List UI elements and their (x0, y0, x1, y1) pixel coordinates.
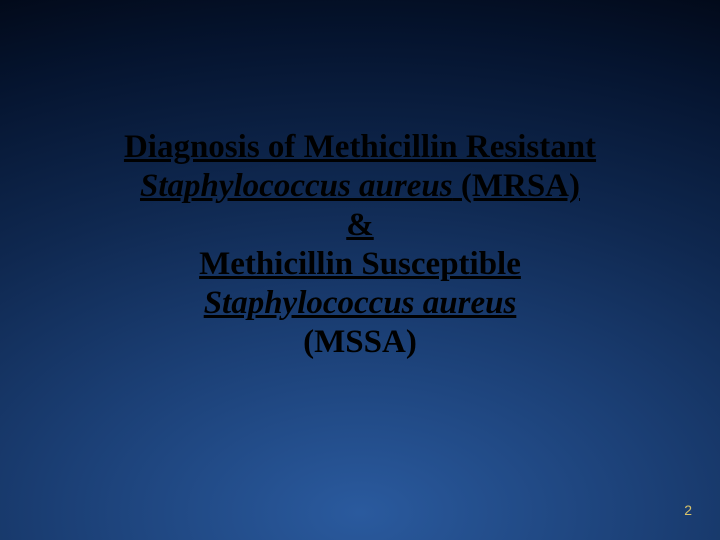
title-line-2: Staphylococcus aureus (MRSA) (0, 167, 720, 206)
title-line-5: Staphylococcus aureus (0, 284, 720, 323)
title-line-2-abbrev: (MRSA) (453, 168, 580, 204)
title-line-1: Diagnosis of Methicillin Resistant (0, 128, 720, 167)
slide-title: Diagnosis of Methicillin Resistant Staph… (0, 128, 720, 362)
page-number: 2 (684, 502, 692, 518)
title-line-6: (MSSA) (0, 323, 720, 362)
title-line-4: Methicillin Susceptible (0, 245, 720, 284)
slide: Diagnosis of Methicillin Resistant Staph… (0, 0, 720, 540)
title-line-3-text: & (346, 207, 374, 243)
title-line-3: & (0, 206, 720, 245)
title-line-2-species: Staphylococcus aureus (140, 168, 453, 204)
title-line-5-species: Staphylococcus aureus (204, 285, 517, 321)
title-line-4-text: Methicillin Susceptible (199, 246, 521, 282)
title-line-6-text: (MSSA) (303, 324, 417, 360)
title-line-1-text: Diagnosis of Methicillin Resistant (124, 129, 596, 165)
